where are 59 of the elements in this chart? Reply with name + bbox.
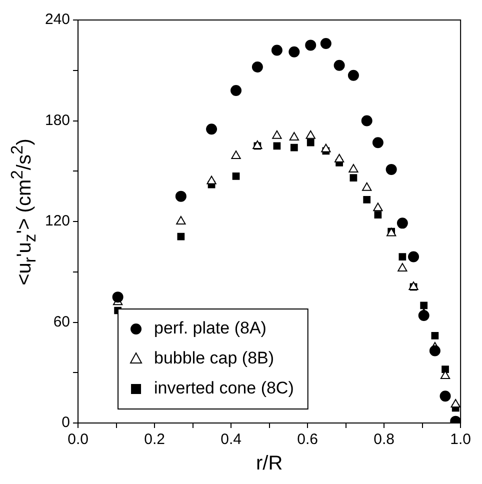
point: [350, 174, 358, 182]
point: [230, 85, 242, 96]
x-tick-label: 1.0: [450, 431, 472, 448]
point: [290, 144, 298, 152]
point: [177, 232, 185, 240]
point: [348, 164, 358, 172]
point: [175, 190, 186, 202]
x-tick-label: 0.2: [144, 431, 165, 448]
point: [231, 150, 241, 160]
y-tick-label: 0: [62, 414, 70, 432]
point: [252, 62, 263, 73]
point: [372, 137, 384, 148]
point: [321, 144, 331, 152]
point: [273, 142, 281, 150]
legend-label: inverted cone (8C): [154, 378, 294, 398]
point: [450, 399, 460, 408]
point: [305, 40, 316, 51]
y-tick-label: 60: [53, 313, 70, 330]
point: [431, 332, 439, 340]
x-tick-label: 0.0: [68, 431, 88, 448]
point: [232, 172, 240, 180]
point: [288, 46, 300, 58]
point: [112, 292, 124, 303]
point: [206, 124, 218, 135]
x-tick-label: 0.6: [297, 431, 318, 448]
point: [442, 366, 449, 373]
point: [398, 253, 406, 260]
point: [362, 182, 372, 191]
point: [398, 263, 408, 272]
x-tick-label: 0.8: [374, 431, 394, 448]
y-tick-label: 120: [44, 212, 70, 230]
point: [429, 345, 440, 356]
point: [386, 164, 397, 175]
point: [206, 176, 216, 184]
point: [440, 390, 451, 402]
point: [374, 211, 382, 218]
point: [272, 130, 282, 139]
point: [348, 70, 359, 81]
point: [361, 115, 372, 126]
x-tick-label: 0.4: [220, 431, 242, 448]
point: [334, 60, 345, 71]
y-tick-label: 240: [44, 11, 70, 28]
point: [420, 302, 428, 310]
point: [396, 218, 408, 229]
point: [306, 138, 314, 146]
point: [418, 310, 430, 322]
point: [306, 130, 316, 139]
point: [408, 251, 420, 262]
point: [334, 154, 344, 162]
legend-label: perf. plate (8A): [154, 318, 266, 338]
y-tick-label: 180: [44, 112, 70, 129]
point: [271, 44, 282, 56]
legend-label: bubble cap (8B): [154, 348, 274, 368]
point: [320, 38, 332, 50]
point: [363, 196, 371, 204]
point: [373, 202, 383, 212]
x-axis-title: r/R: [256, 452, 283, 475]
point: [176, 216, 186, 224]
point: [289, 132, 299, 141]
